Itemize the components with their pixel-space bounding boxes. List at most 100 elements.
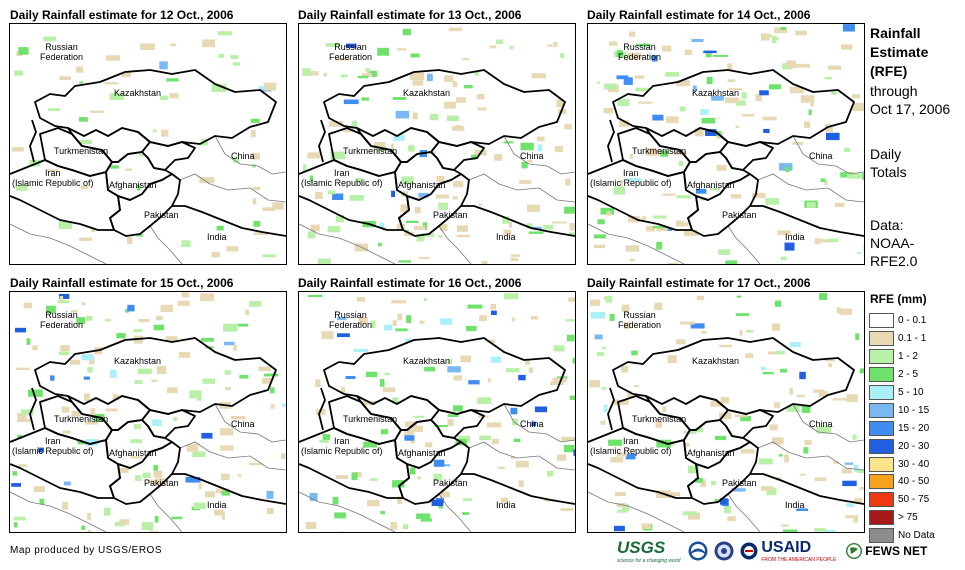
map-panel-2: Russian Federation Kazakhstan Turkmenistan…: [298, 23, 576, 265]
sidebar-title: Rainfall Estimate (RFE): [870, 25, 929, 79]
rainfall-cell: [666, 492, 681, 497]
rainfall-cell: [439, 223, 448, 231]
rainfall-cell: [646, 148, 657, 156]
rainfall-cell: [510, 407, 518, 415]
map-label-pakistan: Pakistan: [144, 210, 179, 220]
rainfall-cell: [91, 228, 96, 233]
rainfall-cell: [772, 323, 781, 331]
minor-boundary: [503, 135, 575, 175]
rainfall-cell: [405, 338, 412, 343]
rainfall-cell: [155, 315, 163, 321]
rainfall-cell: [316, 408, 326, 415]
rainfall-cell: [503, 229, 512, 235]
rainfall-cell: [130, 456, 143, 459]
rainfall-cell: [804, 121, 811, 128]
sidebar-totals: Daily Totals: [870, 146, 907, 180]
rainfall-cell: [151, 379, 158, 383]
rainfall-cell: [692, 85, 697, 92]
map-label-russia: Russian Federation: [329, 42, 373, 62]
rainfall-cell: [495, 39, 503, 45]
rainfall-cell: [21, 409, 34, 416]
country-boundary: [299, 159, 410, 231]
map-credit: Map produced by USGS/EROS: [10, 545, 163, 556]
map-canvas: [588, 293, 864, 532]
rainfall-cell: [196, 396, 202, 401]
rainfall-cell: [803, 447, 809, 454]
rainfall-cell: [862, 173, 864, 180]
rainfall-cell: [33, 486, 45, 492]
map-label-iran: Iran (Islamic Republic of): [12, 436, 94, 456]
rainfall-cell: [727, 63, 733, 71]
map-label-india: India: [785, 232, 805, 242]
rainfall-cell: [165, 336, 178, 342]
rainfall-cell: [679, 106, 686, 112]
rainfall-cell: [252, 186, 261, 191]
rainfall-cell: [525, 359, 530, 365]
rainfall-cell: [471, 154, 477, 160]
rainfall-cell: [654, 302, 663, 310]
rainfall-cell: [617, 99, 630, 106]
rainfall-cell: [28, 389, 43, 397]
rainfall-cell: [63, 481, 71, 486]
rainfall-cell: [769, 84, 781, 90]
rainfall-cell: [552, 378, 567, 383]
rainfall-cell: [424, 366, 436, 372]
rainfall-cell: [201, 337, 214, 342]
rainfall-cell: [448, 27, 462, 32]
rainfall-cell: [62, 430, 71, 434]
rainfall-cell: [262, 207, 275, 211]
rainfall-cell: [552, 221, 567, 224]
rainfall-cell: [746, 330, 754, 333]
map-canvas: [299, 27, 575, 264]
rainfall-cell: [824, 179, 828, 185]
rainfall-cell: [494, 154, 503, 161]
rainfall-cell: [62, 501, 69, 510]
rainfall-cell: [377, 47, 389, 56]
rainfall-cell: [433, 459, 445, 467]
rainfall-cell: [755, 94, 762, 102]
rainfall-cell: [340, 387, 345, 394]
rainfall-cell: [327, 190, 336, 195]
country-boundary: [318, 119, 326, 163]
fewsnet-logo: FEWS NET: [846, 543, 927, 559]
map-label-turkmenistan: Turkmenistan: [343, 414, 398, 424]
rainfall-cell: [262, 377, 273, 384]
rainfall-cell: [451, 479, 462, 482]
rainfall-cell: [363, 441, 377, 448]
rainfall-cell: [159, 61, 168, 70]
rainfall-cell: [12, 147, 24, 152]
rainfall-cell: [762, 371, 774, 375]
rainfall-cell: [594, 334, 603, 340]
rainfall-cell: [784, 454, 789, 463]
rainfall-cell: [87, 367, 93, 373]
rainfall-cell: [621, 365, 628, 373]
rainfall-cell: [503, 141, 514, 144]
rainfall-cell: [824, 76, 832, 80]
rainfall-cell: [565, 178, 571, 186]
rainfall-cell: [78, 117, 88, 122]
legend-swatch: [869, 331, 894, 347]
rainfall-cell: [728, 88, 742, 91]
rainfall-cell: [601, 346, 607, 349]
rainfall-cell: [816, 426, 832, 434]
rainfall-cell: [239, 374, 249, 379]
rainfall-cell: [130, 439, 142, 444]
rainfall-cell: [605, 295, 613, 303]
rainfall-cell: [537, 144, 543, 152]
rainfall-cell: [358, 317, 368, 325]
minor-boundary: [438, 225, 472, 264]
rainfall-cell: [461, 58, 470, 61]
rainfall-cell: [656, 439, 672, 448]
minor-boundary: [438, 493, 472, 532]
rainfall-cell: [16, 367, 31, 371]
rainfall-cell: [625, 453, 636, 460]
rainfall-cell: [137, 368, 152, 375]
rainfall-cell: [857, 469, 864, 473]
map-label-afghanistan: Afghanistan: [687, 180, 735, 190]
rainfall-cell: [560, 508, 574, 511]
rainfall-cell: [651, 55, 658, 62]
minor-boundary: [588, 491, 685, 532]
map-label-iran: Iran (Islamic Republic of): [590, 168, 672, 188]
rainfall-cell: [796, 394, 805, 398]
rainfall-cell: [433, 473, 442, 481]
